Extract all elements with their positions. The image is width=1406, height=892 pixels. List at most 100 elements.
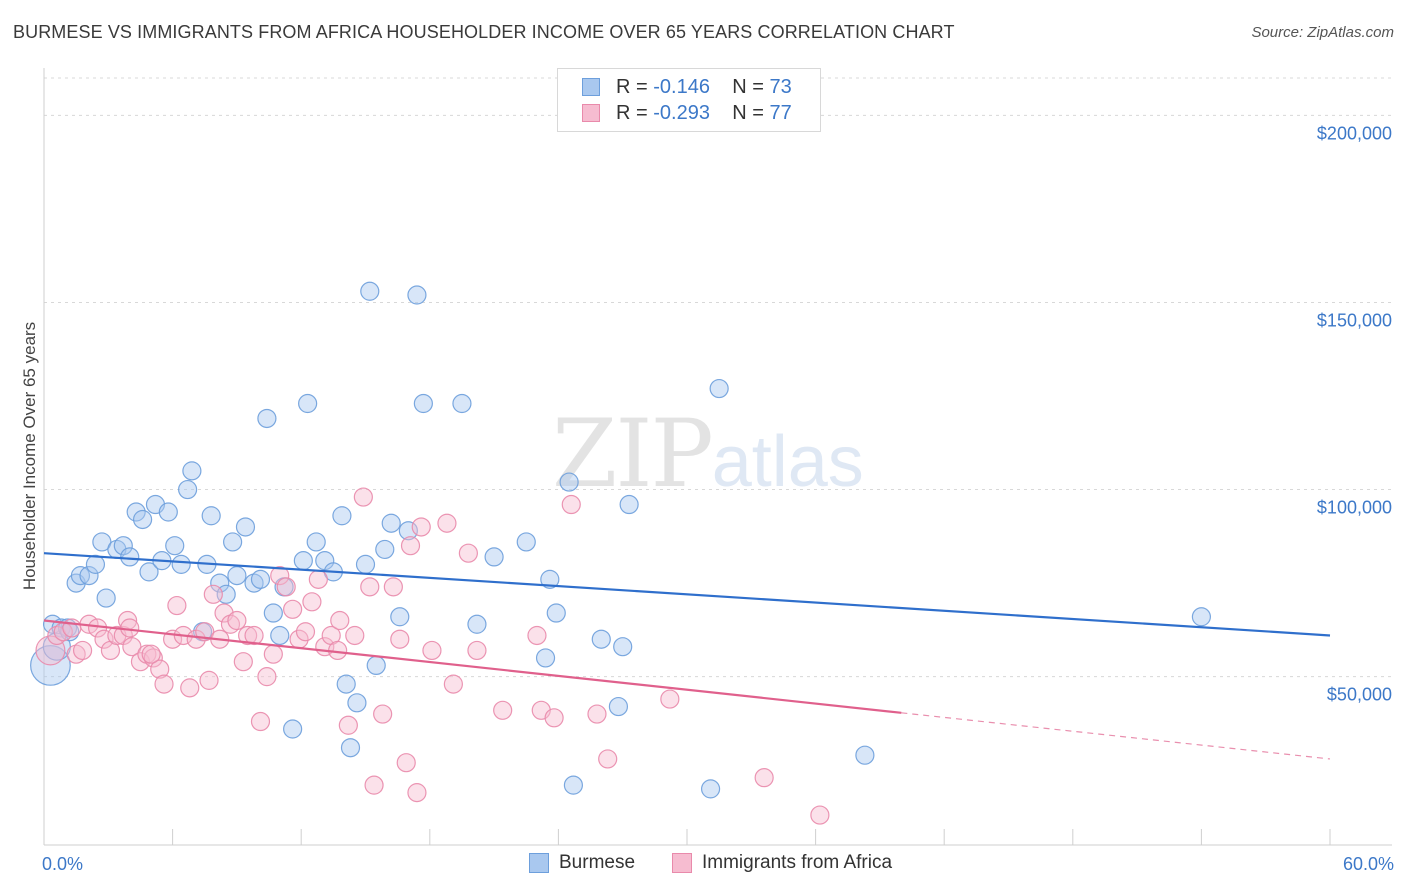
point-burmese [120,547,140,567]
point-africa [295,622,316,642]
point-burmese [227,566,247,586]
point-africa [660,689,680,709]
point-africa [360,577,380,597]
point-burmese [700,779,721,799]
bottom-legend-swatch-burmese [529,853,549,873]
point-burmese [355,554,376,574]
point-africa [561,494,581,515]
bottom-legend-label-burmese: Burmese [559,852,636,873]
point-africa [458,543,478,563]
legend-n-label: N = [732,76,770,98]
point-burmese [709,378,729,399]
point-burmese [298,393,318,414]
point-burmese [347,693,367,713]
y-axis-title: Householder Income Over 65 years [20,322,39,590]
point-africa [338,715,358,735]
point-burmese [235,517,256,537]
point-burmese [559,472,579,492]
point-africa [283,599,303,619]
point-burmese [257,408,277,429]
point-africa [396,753,416,773]
point-burmese [306,532,326,552]
point-burmese [210,573,230,593]
point-burmese [270,625,290,646]
point-africa [437,513,457,533]
point-africa [203,584,223,604]
point-africa [180,678,200,698]
point-burmese [126,502,146,522]
point-burmese [619,494,639,515]
trendline-extension-africa [901,712,1331,760]
trendline-burmese [43,552,1331,637]
point-burmese [613,637,633,657]
source-label: Source: ZipAtlas.com [1251,24,1394,41]
point-africa [238,625,258,646]
point-africa [263,644,283,664]
watermark: ZIPatlas [552,400,864,509]
point-africa [364,775,384,795]
point-africa [167,595,187,616]
y-tick-label: $50,000 [1327,685,1392,705]
point-burmese [540,569,560,589]
point-africa [227,610,247,631]
point-burmese [263,603,283,623]
point-burmese [516,532,536,552]
point-africa [150,659,170,679]
point-africa [35,635,66,666]
point-burmese [563,775,584,795]
legend-n-value-africa: 77 [769,102,792,124]
legend-swatch-africa [582,104,600,122]
point-burmese [546,603,566,623]
point-burmese [855,745,875,765]
point-africa [276,577,296,597]
watermark-atlas: atlas [711,422,864,502]
point-burmese [182,461,202,481]
point-burmese [336,674,356,694]
point-burmese [366,655,386,676]
point-burmese [158,502,178,522]
point-burmese [484,547,504,567]
bottom-legend-swatch-africa [672,853,692,873]
point-africa [94,629,114,649]
point-africa [199,670,219,690]
point-africa [233,652,253,672]
legend-n-label: N = [732,102,770,124]
point-burmese [171,554,191,574]
point-africa [598,749,618,769]
point-burmese [201,506,221,526]
x-tick-label-min: 0.0% [42,854,83,874]
point-africa [308,569,328,589]
point-burmese [381,513,401,533]
point-africa [443,674,463,694]
point-africa [353,487,373,507]
point-africa [154,674,174,694]
point-burmese [340,738,361,758]
point-burmese [96,588,116,608]
point-burmese [139,562,159,582]
point-africa [257,667,277,687]
point-africa [544,708,564,728]
point-africa [587,704,607,724]
point-burmese [413,393,433,414]
point-burmese [165,536,185,556]
point-africa [270,566,290,586]
point-africa [493,700,513,720]
point-africa [62,618,82,638]
point-africa [422,640,442,661]
point-africa [141,644,161,664]
legend-r-label: R = [616,76,654,98]
watermark-zip: ZIP [552,400,714,509]
point-africa [527,625,547,646]
point-burmese [452,393,472,414]
point-burmese [407,285,427,305]
point-africa [390,629,410,649]
point-burmese [467,614,487,634]
point-africa [244,625,264,646]
point-burmese [132,509,153,530]
point-africa [345,625,365,646]
legend-swatch-burmese [582,78,600,96]
point-africa [407,783,427,803]
point-burmese [390,607,410,627]
point-burmese [283,719,303,739]
